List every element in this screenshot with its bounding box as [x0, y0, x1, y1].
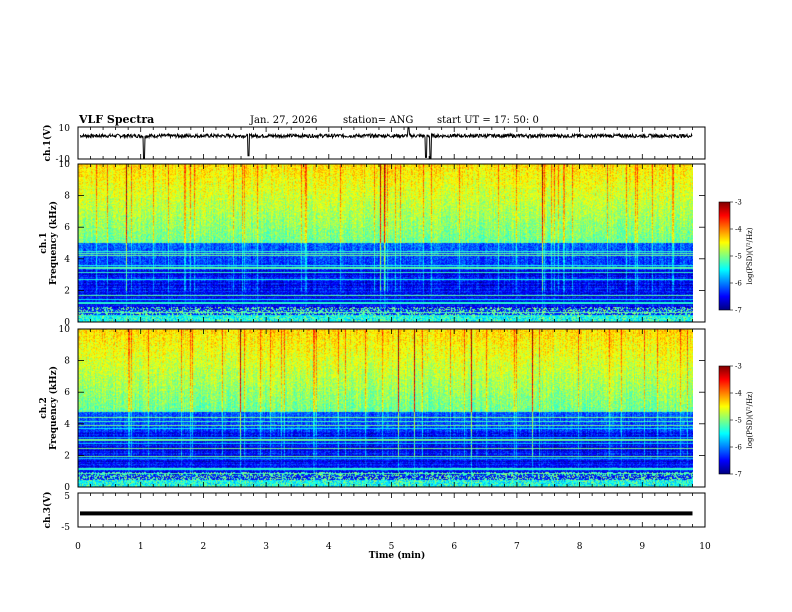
x-tick-label: 10	[699, 542, 711, 552]
x-tick-label: 4	[326, 542, 332, 552]
ch1-volt-ylabel: ch.1(V)	[42, 125, 53, 162]
colorbar-tick-label: -3	[735, 363, 742, 371]
ch1-frequency-ylabel: Frequency (kHz)	[48, 201, 59, 285]
station-label: station= ANG	[343, 115, 413, 126]
ch2-colorbar-label: log(PSD)(V²/Hz)	[746, 391, 754, 448]
colorbar-tick-label: -3	[735, 199, 742, 207]
frequency-tick-label: 8	[64, 357, 70, 367]
frequency-tick-label: 6	[64, 388, 70, 398]
frequency-tick-label: 4	[64, 420, 70, 430]
frequency-tick-label: 0	[64, 483, 70, 493]
chart-title: VLF Spectra	[78, 113, 154, 126]
frequency-tick-label: 2	[64, 451, 70, 461]
x-tick-label: 7	[514, 542, 520, 552]
ch1-channel-label: ch.1	[39, 232, 49, 253]
colorbar-tick-label: -6	[735, 444, 742, 452]
ch3-volt-ylabel: ch.3(V)	[42, 492, 53, 529]
x-tick-label: 9	[639, 542, 645, 552]
ch3-ytick-top: 5	[64, 492, 70, 502]
x-tick-label: 8	[577, 542, 583, 552]
frequency-tick-label: 2	[64, 286, 70, 296]
ch1-spectrogram-image	[78, 164, 693, 322]
frequency-tick-label: 10	[59, 325, 71, 335]
colorbar-tick-label: -5	[735, 253, 742, 261]
colorbar-tick-label: -6	[735, 280, 742, 288]
x-axis-label: Time (min)	[369, 550, 426, 561]
frequency-tick-label: 0	[64, 318, 70, 328]
ch2-channel-label: ch.2	[39, 397, 49, 418]
ch2-spectrogram-image	[78, 329, 693, 487]
colorbar-tick-label: -7	[735, 471, 742, 479]
ch1-waveform-panel: 10 -10 ch.1(V)	[42, 124, 706, 165]
ch1-colorbar	[718, 201, 731, 311]
ch3-waveform-panel: 5 -5 ch.3(V)	[42, 492, 706, 533]
x-tick-label: 3	[263, 542, 269, 552]
frequency-tick-label: 10	[59, 160, 71, 170]
x-tick-label: 1	[138, 542, 144, 552]
ch3-ytick-bottom: -5	[61, 523, 70, 533]
frequency-tick-label: 6	[64, 223, 70, 233]
ch1-ytick-bottom: -10	[56, 155, 71, 165]
x-tick-label: 6	[451, 542, 457, 552]
date-label: Jan. 27, 2026	[249, 115, 317, 126]
x-tick-label: 5	[389, 542, 395, 552]
colorbar-tick-label: -4	[735, 390, 742, 398]
ch1-waveform-line	[79, 127, 693, 159]
ch1-colorbar-label: log(PSD)(V²/Hz)	[746, 227, 754, 284]
ch1-ytick-top: 10	[59, 124, 71, 134]
ch2-colorbar	[718, 365, 731, 475]
colorbar-tick-label: -7	[735, 307, 742, 315]
colorbar-tick-label: -5	[735, 417, 742, 425]
frequency-tick-label: 8	[64, 192, 70, 202]
start-time-label: start UT = 17: 50: 0	[437, 115, 539, 126]
ch2-frequency-ylabel: Frequency (kHz)	[48, 366, 59, 450]
colorbar-tick-label: -4	[735, 226, 742, 234]
frequency-tick-label: 4	[64, 255, 70, 265]
x-tick-label: 2	[201, 542, 207, 552]
ch3-waveform-line	[80, 511, 693, 516]
x-tick-label: 0	[75, 542, 81, 552]
